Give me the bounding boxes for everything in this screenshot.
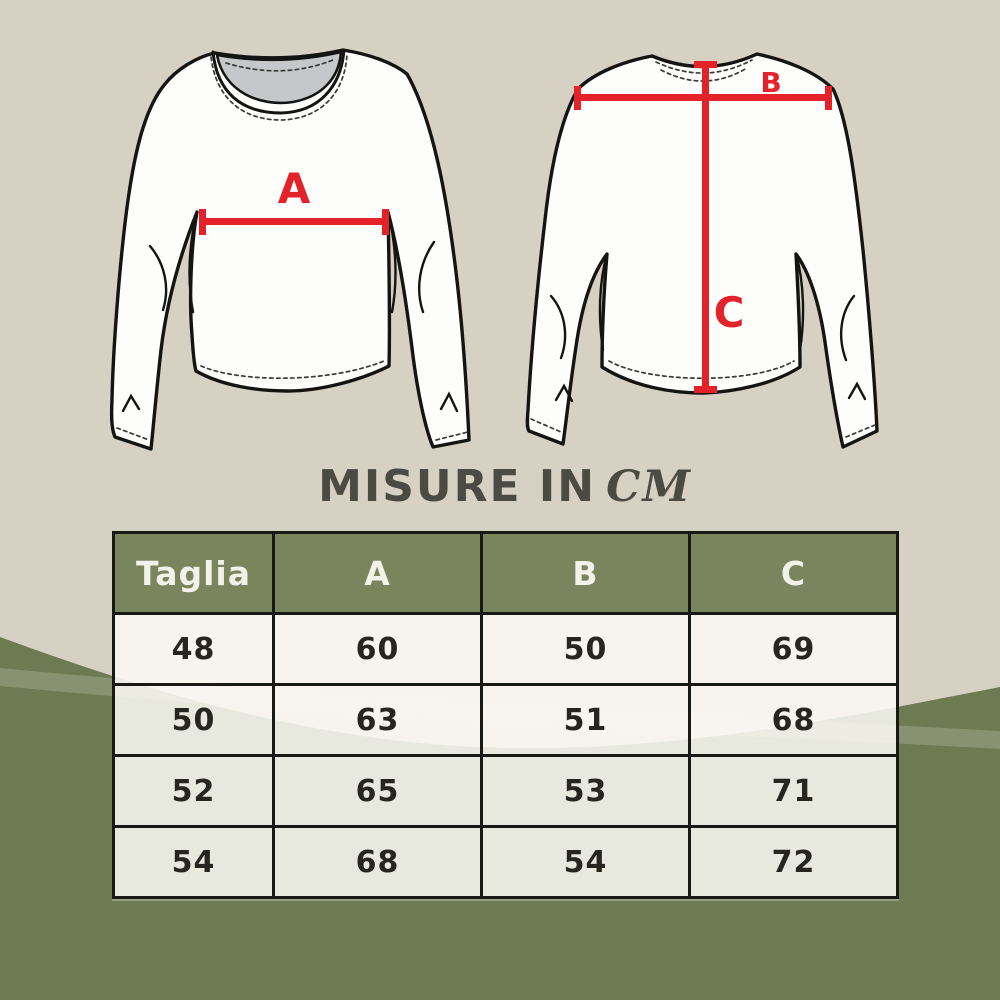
cell-b: 53 [480,754,691,828]
front-collar-inside [215,50,343,105]
cell-taglia: 50 [112,683,275,757]
cell-b: 54 [480,825,691,899]
cell-c: 68 [688,683,899,757]
chest-measure-line: A [199,164,389,235]
cell-taglia: 48 [112,612,275,686]
table-row: 50 63 51 68 [112,683,899,757]
title-text: MISURE IN [318,461,597,512]
table-row: 52 65 53 71 [112,754,899,828]
cell-taglia: 54 [112,825,275,899]
front-fold-creases [121,211,459,413]
front-stitching [116,53,469,441]
table-row: 48 60 50 69 [112,612,899,686]
header-cell-b: B [480,531,691,615]
front-neckline-seam [211,48,346,115]
cell-c: 72 [688,825,899,899]
chest-measure-label: A [278,164,311,213]
title-unit: CM [606,462,692,512]
front-body-outline [109,48,471,451]
cell-a: 63 [272,683,483,757]
front-garment-illustration [109,48,471,451]
cell-a: 60 [272,612,483,686]
cell-c: 71 [688,754,899,828]
table-row: 54 68 54 72 [112,825,899,899]
header-cell-c: C [688,531,899,615]
cell-a: 68 [272,825,483,899]
garment-diagrams: A B C [109,48,879,451]
size-table-header-row: Taglia A B C [112,531,899,615]
size-table: Taglia A B C 48 60 50 69 50 63 51 68 52 … [112,531,899,899]
cell-b: 50 [480,612,691,686]
cell-a: 65 [272,754,483,828]
header-cell-taglia: Taglia [112,531,275,615]
page-title: MISURE IN CM [0,461,1000,512]
cell-taglia: 52 [112,754,275,828]
cell-c: 69 [688,612,899,686]
length-measure-line: C [694,61,744,393]
cell-b: 51 [480,683,691,757]
header-cell-a: A [272,531,483,615]
shoulder-measure-label: B [760,66,781,99]
length-measure-label: C [714,288,745,337]
back-fold-creases [549,252,867,403]
